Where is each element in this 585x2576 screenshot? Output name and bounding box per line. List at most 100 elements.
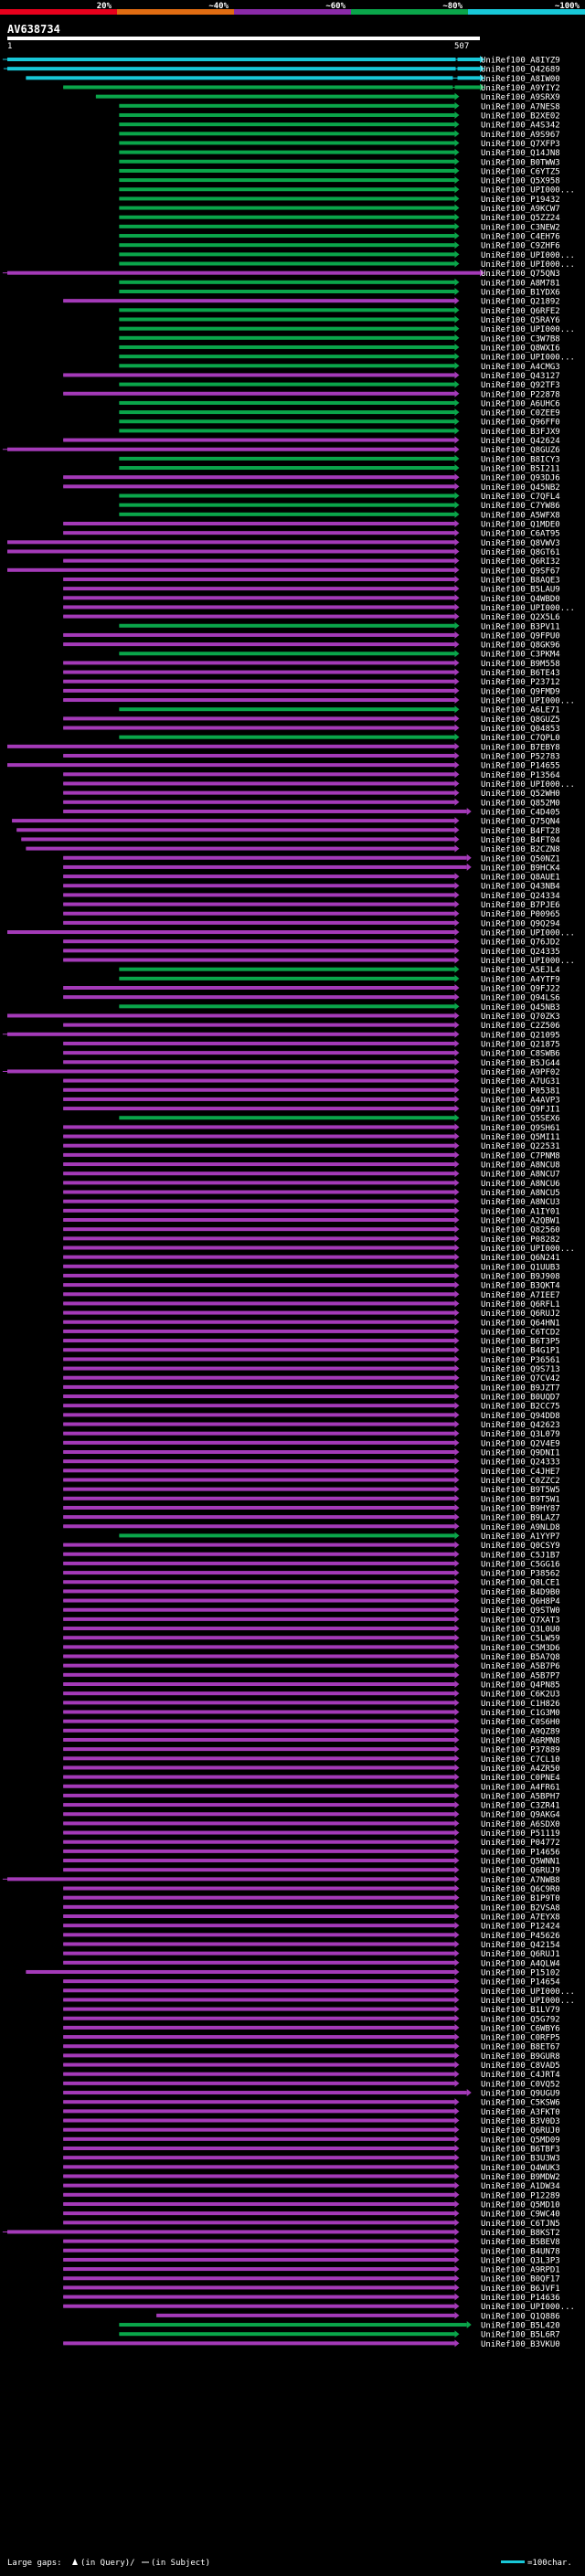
hit-arrow [454, 1364, 460, 1373]
hit-segment [63, 716, 455, 721]
hit-segment [119, 400, 455, 405]
hit-arrow [454, 2079, 460, 2087]
hit-label: UniRef100_P38562 [481, 1570, 560, 1579]
hit-row: UniRef100_P51119 [63, 1829, 560, 1839]
hit-arrow [454, 204, 460, 212]
hit-arrow [454, 1801, 460, 1809]
hit-arrow [454, 1225, 460, 1234]
hit-row: UniRef100_Q5RAY6 [119, 315, 560, 325]
hit-row: UniRef100_A1YYP7 [119, 1532, 560, 1542]
hit-label: UniRef100_A8NCU7 [481, 1171, 560, 1180]
hit-segment [63, 1571, 455, 1575]
hit-arrow [454, 826, 460, 834]
color-scale-bar [0, 9, 585, 15]
hit-label: UniRef100_C4JHE7 [481, 1468, 560, 1477]
hit-segment [119, 1533, 455, 1538]
hit-segment [119, 2332, 455, 2337]
hit-row: UniRef100_A9PF02 [2, 1067, 560, 1077]
hit-label: UniRef100_C0RFP5 [481, 2034, 560, 2043]
hit-segment [63, 875, 455, 879]
hit-arrow [454, 585, 460, 593]
hit-row: UniRef100_Q70ZK3 [7, 1012, 560, 1022]
hit-label: UniRef100_A5B7P7 [481, 1671, 560, 1680]
hit-segment [119, 623, 455, 628]
hit-row: UniRef100_C4JHE7 [63, 1467, 560, 1477]
hit-arrow [454, 2274, 460, 2283]
hit-segment [7, 1032, 455, 1036]
hit-segment [119, 132, 455, 136]
hit-segment [63, 1255, 455, 1259]
hit-arrow [454, 1615, 460, 1623]
hit-segment [63, 1951, 455, 1956]
hit-arrow [454, 1327, 460, 1335]
hit-row: UniRef100_P52783 [63, 752, 560, 762]
hit-arrow [454, 288, 460, 295]
hit-row: UniRef100_Q9AKG4 [63, 1810, 560, 1820]
hit-arrow [454, 2237, 460, 2245]
hit-segment [119, 456, 455, 461]
hit-row: UniRef100_C6YTZ5 [119, 166, 560, 176]
hit-segment [63, 587, 455, 591]
hit-segment [63, 2072, 455, 2076]
hit-label: UniRef100_A5B7P6 [481, 1662, 560, 1671]
hit-segment [63, 1960, 455, 1965]
hit-row: UniRef100_B3V0D3 [63, 2116, 560, 2126]
hit-arrow [454, 1114, 460, 1122]
hit-row: UniRef100_C7QPL0 [119, 733, 560, 743]
hit-segment [63, 605, 455, 610]
hit-segment [119, 103, 455, 108]
hit-label: UniRef100_C9WC40 [481, 2210, 560, 2220]
hit-arrow [454, 510, 460, 518]
hit-row: UniRef100_A6RMN8 [63, 1735, 560, 1745]
hit-label: UniRef100_UPI000... [481, 1245, 575, 1254]
hit-segment [63, 1988, 455, 1993]
hit-label: UniRef100_Q9FJI1 [481, 1106, 560, 1115]
hit-row: UniRef100_Q9S713 [63, 1364, 560, 1374]
hit-row: UniRef100_P14636 [63, 2293, 560, 2303]
hit-arrow [480, 83, 484, 91]
hit-label: UniRef100_Q24333 [481, 1458, 560, 1468]
hit-arrow [454, 891, 460, 899]
hit-arrow [454, 2311, 460, 2319]
hit-label: UniRef100_A7IEE7 [481, 1291, 560, 1300]
hit-arrow [454, 947, 460, 955]
hit-arrow [454, 1559, 460, 1567]
hit-label: UniRef100_A4YTF9 [481, 975, 560, 984]
hit-arrow [454, 1150, 460, 1159]
hit-segment [63, 2304, 455, 2308]
hit-segment [63, 902, 455, 906]
hit-label: UniRef100_B3V0D3 [481, 2117, 560, 2126]
hit-label: UniRef100_Q50NZ1 [481, 854, 560, 864]
hit-arrow [454, 436, 460, 444]
hit-label: UniRef100_A8NCU3 [481, 1198, 560, 1207]
hit-arrow [454, 241, 460, 249]
hit-arrow [454, 195, 460, 203]
hit-label: UniRef100_A4FR61 [481, 1783, 560, 1792]
hit-row: UniRef100_B9JZT7 [63, 1383, 560, 1393]
hit-arrow [454, 1373, 460, 1382]
hit-label: UniRef100_Q8VWV3 [481, 539, 560, 548]
hit-label: UniRef100_B5L6R7 [481, 2331, 560, 2340]
hit-segment [63, 2201, 455, 2206]
hit-segment [119, 196, 455, 201]
hit-segment [63, 2174, 455, 2178]
hit-arrow [454, 1726, 460, 1734]
hit-label: UniRef100_C9ZHF6 [481, 242, 560, 251]
hit-label: UniRef100_UPI000... [481, 604, 575, 613]
hit-row: UniRef100_Q1MDE0 [63, 520, 560, 530]
hit-row: UniRef100_Q6H8P4 [63, 1596, 560, 1606]
hit-row: UniRef100_P15102 [26, 1967, 560, 1977]
hit-label: UniRef100_A9S967 [481, 131, 560, 140]
hit-segment [63, 1728, 455, 1733]
hit-label: UniRef100_Q9DNI1 [481, 1449, 560, 1458]
hit-label: UniRef100_Q43127 [481, 372, 560, 381]
hit-label: UniRef100_Q3L3P3 [481, 2256, 560, 2265]
hit-row: UniRef100_Q2V4E9 [63, 1438, 560, 1448]
hit-arrow [454, 1244, 460, 1252]
hit-label: UniRef100_Q82560 [481, 1226, 560, 1235]
hit-row: UniRef100_Q45NB2 [63, 482, 560, 493]
hit-label: UniRef100_B6JVF1 [481, 2284, 560, 2294]
hit-label: UniRef100_C6AT95 [481, 530, 560, 539]
hit-row: UniRef100_C9ZHF6 [119, 241, 560, 251]
hit-segment [63, 1199, 455, 1203]
